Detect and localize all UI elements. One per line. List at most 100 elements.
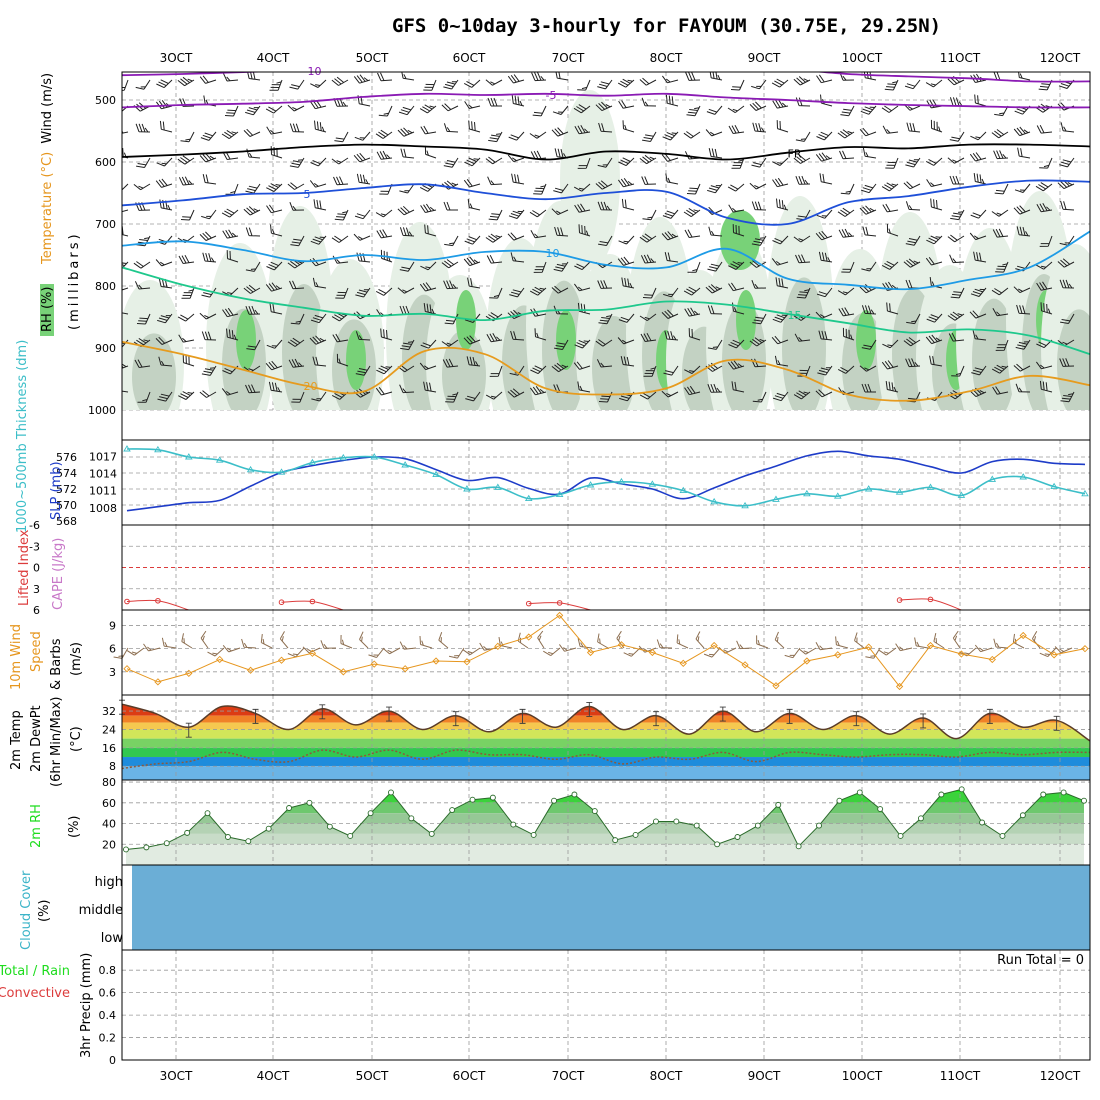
wind-barb (639, 77, 657, 86)
wind-barb (929, 355, 943, 367)
wind-barb (135, 202, 151, 211)
wind-barb (695, 631, 705, 649)
wind-barb (202, 252, 217, 263)
wind-barb (462, 647, 481, 656)
wind-barb (177, 76, 195, 87)
wind-barb (333, 176, 349, 186)
slp-line (126, 450, 1086, 512)
chart-title: GFS 0~10day 3-hourly for FAYOUM (30.75E,… (392, 15, 941, 37)
wind-barb (905, 235, 921, 246)
temp-minmax-bar (986, 708, 993, 724)
wind-barb (498, 637, 513, 649)
thickness-axis-label: 1000~500mb Thickness (dm) (15, 340, 30, 533)
wind-barb (577, 79, 591, 91)
wind-barb (266, 126, 283, 135)
wind-barb (621, 198, 635, 211)
bottom-date-axis: 3OCT 4OCT 5OCT 6OCT 7OCT 8OCT 9OCT 10OCT 11OCT 12… (160, 1069, 1081, 1083)
wind-barb (662, 131, 679, 141)
wind-barb (266, 204, 283, 214)
wind-barb (1059, 358, 1075, 367)
wind-barb (222, 307, 239, 318)
wind-speed-line (126, 614, 1086, 688)
rh-point (938, 791, 945, 798)
thickness-marker (617, 477, 626, 485)
isotherm-label: FR (788, 148, 802, 161)
wind-barb (529, 209, 547, 218)
precip-panel: 0 0.2 0.4 0.6 0.8 Total / Rain Convective 3h… (0, 949, 1091, 1067)
wind-barb (441, 339, 459, 347)
wind-barb (424, 224, 437, 237)
top-date-label: 4OCT (257, 51, 290, 65)
wind-barb (686, 105, 701, 117)
wind-barb (419, 282, 437, 292)
lifted-tick-label: 3 (33, 583, 40, 596)
wind-barb (685, 72, 701, 81)
top-date-label: 11OCT (940, 51, 981, 65)
wind-barb (290, 313, 305, 325)
wind-barb (574, 203, 591, 213)
wind-barb (617, 337, 635, 345)
lifted-index-axis-label: Lifted Index (17, 529, 32, 606)
wind-barb (774, 355, 789, 367)
wind-barb (136, 157, 151, 168)
wind-barb (949, 175, 964, 185)
wind-speed-marker (865, 643, 873, 651)
wind-barb (310, 79, 327, 88)
wind-barb (552, 105, 569, 115)
wind-barb (442, 358, 459, 368)
wind-barb (861, 339, 877, 350)
wind-barb (818, 251, 833, 263)
wind-barb (728, 339, 745, 349)
wind-barb (818, 330, 833, 341)
wind-barb (486, 254, 503, 264)
wind-barb (157, 313, 173, 324)
wind-barb (441, 103, 459, 112)
wind-barb (795, 131, 811, 142)
wind-barb (380, 328, 393, 341)
wind-barb (269, 303, 283, 315)
wind-barb (816, 209, 833, 219)
wind-barb (1035, 361, 1053, 370)
wind-barb (419, 635, 433, 649)
wind-axis-label: Wind (m/s) (40, 73, 55, 144)
wind-barb (201, 209, 217, 220)
wind-barb (375, 209, 393, 218)
wind-barb (122, 363, 129, 369)
wind-barb (639, 154, 657, 165)
wind-barb (795, 254, 811, 264)
wind-barb (509, 287, 525, 298)
thickness-marker (463, 485, 471, 492)
wind-barb (948, 332, 965, 342)
rh-blob-green (556, 310, 576, 370)
wind-speed-line (123, 611, 1089, 691)
rh-point (612, 837, 619, 844)
thickness-tick-label: 572 (56, 483, 77, 496)
wind-barb (135, 123, 151, 133)
wind-barb (620, 355, 635, 367)
wind-barb (795, 175, 811, 185)
rh-point (734, 834, 741, 840)
top-date-label: 6OCT (453, 51, 486, 65)
rh-point (917, 815, 924, 822)
wind-speed-axis: 3 6 9 (109, 619, 116, 678)
rh-band (126, 833, 1084, 845)
temp-tick-label: 24 (102, 723, 116, 736)
wind-barb (751, 157, 767, 168)
wind-barb (618, 235, 635, 245)
wind-barb (537, 630, 545, 649)
wind-barb (772, 313, 789, 323)
bottom-date-label: 10OCT (842, 1069, 883, 1083)
wind-barb (797, 365, 811, 377)
wind-barb (380, 249, 393, 263)
wind-barb (378, 105, 393, 117)
wind-barb (862, 147, 877, 159)
wind-barb (467, 199, 481, 211)
wind-barb (464, 101, 481, 109)
thickness-line (126, 448, 1086, 507)
wind-barb (992, 228, 1009, 238)
slp-thickness-axis: 576 574 572 570 568 1017 1014 1011 1008 (56, 450, 117, 528)
precip-tick-label: 0 (109, 1054, 116, 1067)
wind-barb (221, 129, 239, 140)
wind-barb (687, 261, 701, 273)
